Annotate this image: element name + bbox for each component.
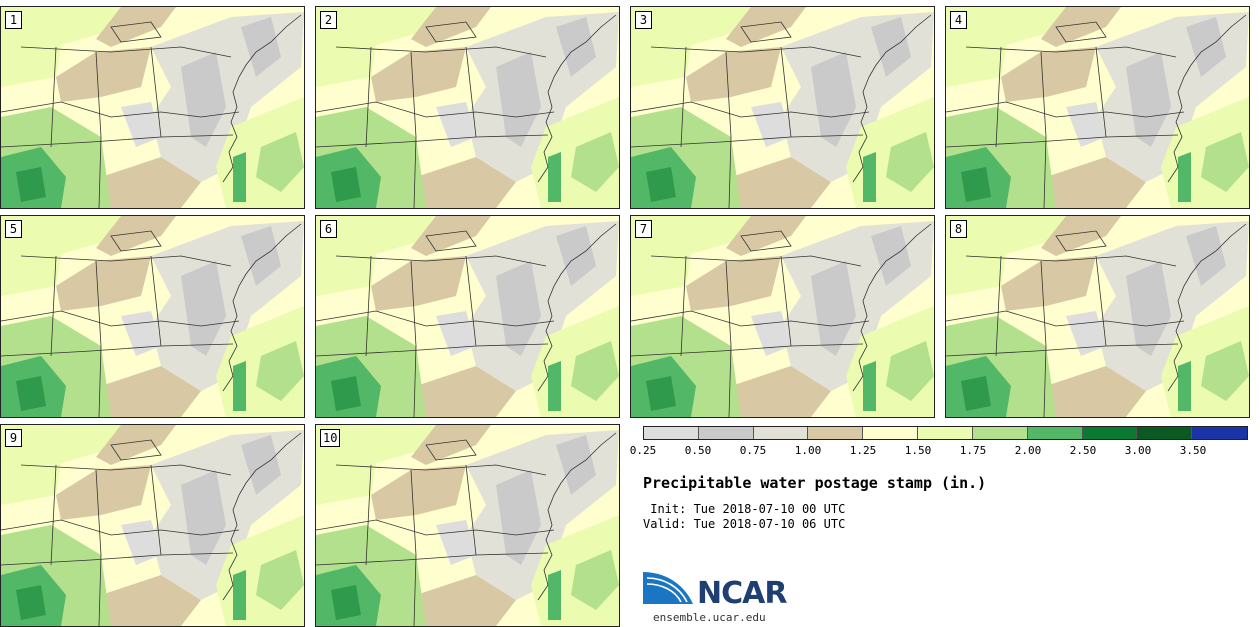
color-scale-tick-label: 1.00 bbox=[794, 444, 822, 457]
ensemble-member-panel: 1 bbox=[0, 6, 305, 209]
ensemble-member-panel: 3 bbox=[630, 6, 935, 209]
color-scale-swatch bbox=[863, 427, 919, 439]
color-scale-tick-label: 3.00 bbox=[1124, 444, 1152, 457]
ensemble-url: ensemble.ucar.edu bbox=[653, 611, 766, 624]
precip-water-map bbox=[946, 216, 1249, 417]
precip-water-map bbox=[1, 425, 304, 626]
precip-water-map bbox=[316, 425, 619, 626]
ncar-wordmark: NCAR bbox=[697, 576, 787, 611]
ensemble-member-panel: 9 bbox=[0, 424, 305, 627]
precip-water-map bbox=[946, 7, 1249, 208]
member-number-label: 8 bbox=[950, 220, 967, 238]
ensemble-member-panel: 4 bbox=[945, 6, 1250, 209]
ncar-logo: NCAR ensemble.ucar.edu bbox=[643, 570, 793, 626]
member-number-label: 7 bbox=[635, 220, 652, 238]
color-scale-tick-label: 0.75 bbox=[739, 444, 767, 457]
color-scale-tick-label: 3.50 bbox=[1179, 444, 1207, 457]
color-scale-tick-label: 1.50 bbox=[904, 444, 932, 457]
color-scale-swatch bbox=[698, 427, 754, 439]
ensemble-member-panel: 8 bbox=[945, 215, 1250, 418]
member-number-label: 10 bbox=[320, 429, 341, 447]
color-scale-swatch bbox=[753, 427, 809, 439]
precip-water-map bbox=[316, 216, 619, 417]
color-scale-tick-label: 2.50 bbox=[1069, 444, 1097, 457]
member-number-label: 4 bbox=[950, 11, 967, 29]
color-scale-tick-label: 2.00 bbox=[1014, 444, 1042, 457]
color-scale-ticks: 0.25 0.50 0.75 1.00 1.25 1.50 1.75 2.00 2.50 3.00… bbox=[630, 444, 1248, 458]
precip-water-map bbox=[1, 7, 304, 208]
ensemble-member-panel: 7 bbox=[630, 215, 935, 418]
color-scale-swatch bbox=[918, 427, 973, 439]
member-number-label: 5 bbox=[5, 220, 22, 238]
ensemble-member-panel: 2 bbox=[315, 6, 620, 209]
color-scale-swatch bbox=[644, 427, 699, 439]
precip-water-map bbox=[631, 7, 934, 208]
color-scale-swatch bbox=[808, 427, 864, 439]
color-scale-tick-label: 1.75 bbox=[959, 444, 987, 457]
color-scale-swatch bbox=[1082, 427, 1138, 439]
init-time: Init: Tue 2018-07-10 00 UTC bbox=[643, 502, 846, 516]
member-number-label: 6 bbox=[320, 220, 337, 238]
valid-time: Valid: Tue 2018-07-10 06 UTC bbox=[643, 517, 846, 531]
member-number-label: 2 bbox=[320, 11, 337, 29]
color-scale-tick-label: 0.50 bbox=[684, 444, 712, 457]
member-number-label: 9 bbox=[5, 429, 22, 447]
ensemble-member-panel: 6 bbox=[315, 215, 620, 418]
precip-water-map bbox=[631, 216, 934, 417]
color-scale-swatch bbox=[972, 427, 1028, 439]
figure-title: Precipitable water postage stamp (in.) bbox=[643, 474, 987, 492]
precip-water-map bbox=[1, 216, 304, 417]
color-scale-swatch bbox=[1192, 427, 1247, 439]
member-number-label: 1 bbox=[5, 11, 22, 29]
ensemble-member-panel: 5 bbox=[0, 215, 305, 418]
color-scale-swatch bbox=[1137, 427, 1193, 439]
color-scale-tick-label: 1.25 bbox=[849, 444, 877, 457]
color-scale-swatch bbox=[1027, 427, 1083, 439]
color-scale-bar bbox=[643, 426, 1248, 440]
color-scale-tick-label: 0.25 bbox=[629, 444, 657, 457]
ncar-swoosh-icon bbox=[643, 572, 693, 604]
precip-water-map bbox=[316, 7, 619, 208]
ensemble-member-panel: 10 bbox=[315, 424, 620, 627]
member-number-label: 3 bbox=[635, 11, 652, 29]
